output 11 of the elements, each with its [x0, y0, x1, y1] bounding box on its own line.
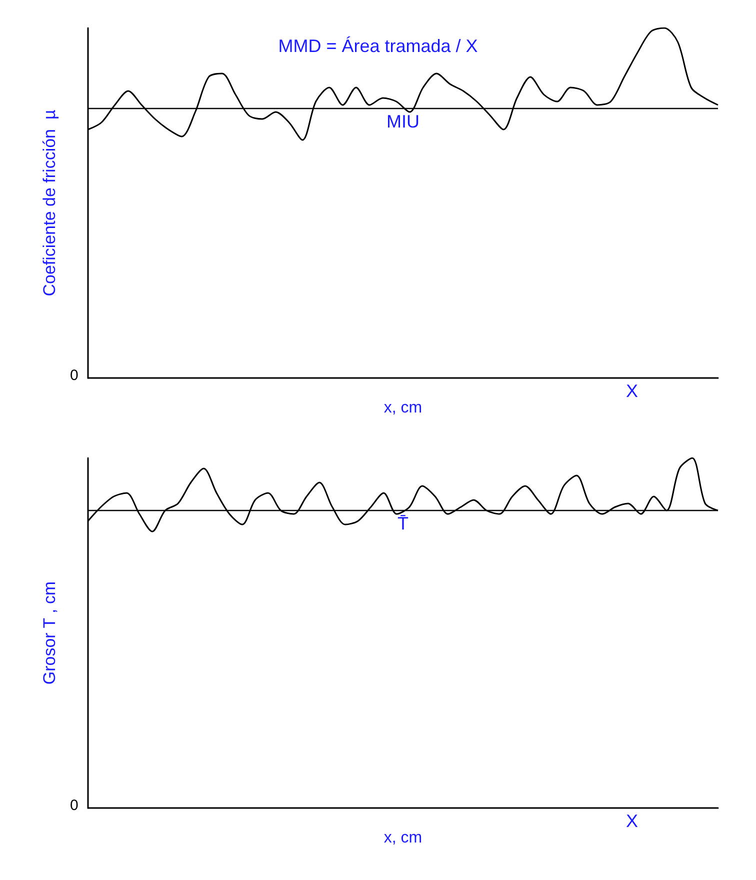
- ref-line-label: T̄: [398, 514, 408, 534]
- text: 0: [70, 367, 78, 384]
- text: X: [626, 811, 638, 831]
- text: 0: [70, 797, 78, 814]
- y-axis-title: Grosor T , cm: [40, 581, 59, 685]
- x-axis-title: x, cm: [384, 830, 422, 846]
- chart-title: MMD = Área tramada / X: [278, 36, 478, 56]
- text: X: [626, 381, 638, 401]
- ref-line-label: MIU: [386, 112, 420, 132]
- y-axis-title: Coeficiente de fricción µ: [40, 110, 59, 296]
- x-axis-title: x, cm: [384, 400, 422, 416]
